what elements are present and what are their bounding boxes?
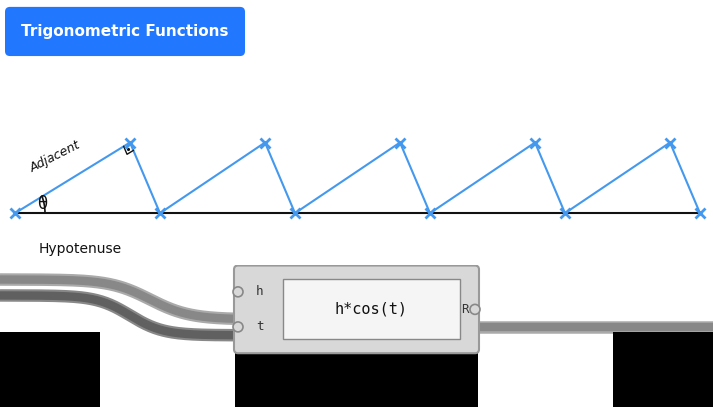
Bar [613, 332, 713, 407]
Text: t: t [256, 320, 264, 333]
Text: Trigonometric Functions: Trigonometric Functions [21, 24, 229, 39]
Text: h*cos(t): h*cos(t) [335, 302, 408, 317]
FancyBboxPatch shape [234, 265, 479, 353]
Text: Hypotenuse: Hypotenuse [39, 242, 121, 256]
Circle shape [233, 287, 243, 297]
FancyBboxPatch shape [283, 280, 460, 339]
Text: Adjacent: Adjacent [28, 138, 83, 175]
Circle shape [470, 304, 480, 314]
Bar [235, 352, 478, 407]
Text: R: R [461, 303, 468, 316]
Text: θ: θ [37, 195, 47, 213]
FancyBboxPatch shape [5, 7, 245, 56]
Circle shape [233, 322, 243, 332]
Text: h: h [256, 285, 264, 298]
Bar [0, 332, 100, 407]
